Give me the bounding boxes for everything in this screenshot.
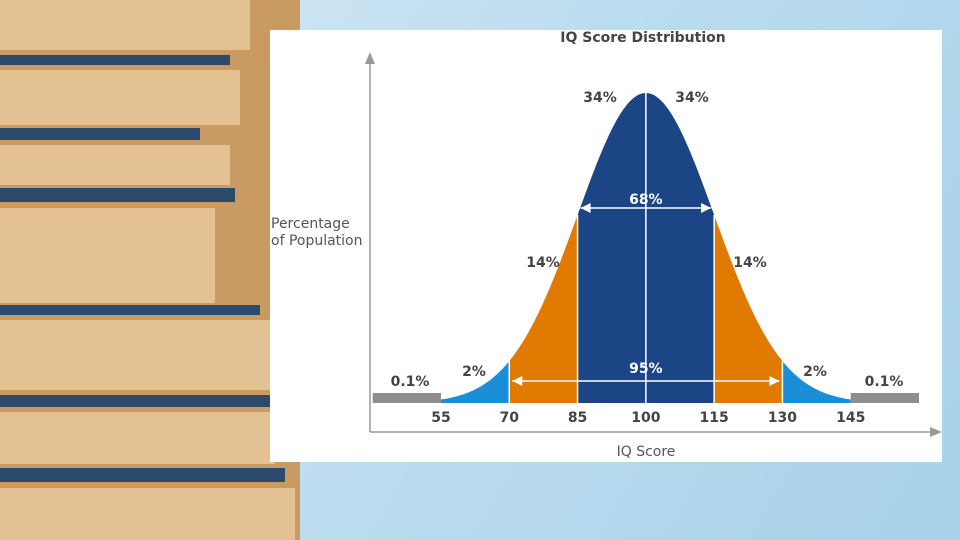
x-tick-label: 70 xyxy=(500,410,520,426)
span-arrowhead xyxy=(769,376,780,386)
x-tick-label: 55 xyxy=(431,410,450,426)
band-label: 34% xyxy=(675,90,709,106)
band-label: 34% xyxy=(583,90,617,106)
books-photo xyxy=(0,0,300,540)
band-label: 14% xyxy=(526,255,560,271)
band-label: 14% xyxy=(733,255,767,271)
band-area xyxy=(440,361,510,403)
x-tick-label: 145 xyxy=(836,410,865,426)
x-axis-label: IQ Score xyxy=(617,444,676,460)
tail-band xyxy=(372,393,441,403)
chart-title: IQ Score Distribution xyxy=(560,30,725,46)
band-area xyxy=(645,93,715,403)
x-tick-label: 130 xyxy=(768,410,797,426)
band-label: 0.1% xyxy=(865,374,904,390)
span-label: 68% xyxy=(629,192,663,208)
band-area xyxy=(577,93,646,403)
band-label: 2% xyxy=(462,364,486,380)
tail-band xyxy=(850,393,919,403)
y-axis-arrow xyxy=(365,52,375,64)
span-arrowhead xyxy=(512,376,523,386)
x-tick-label: 115 xyxy=(700,410,729,426)
span-arrowhead xyxy=(701,203,712,213)
band-label: 2% xyxy=(803,364,827,380)
band-area xyxy=(509,214,578,403)
x-tick-label: 85 xyxy=(568,410,587,426)
span-label: 95% xyxy=(629,361,663,377)
x-tick-label: 100 xyxy=(631,410,660,426)
x-axis-arrow xyxy=(930,427,942,437)
y-axis-label: Percentage of Population xyxy=(271,216,363,249)
band-area xyxy=(782,361,851,403)
band-area xyxy=(714,214,783,403)
span-arrowhead xyxy=(580,203,591,213)
band-label: 0.1% xyxy=(391,374,430,390)
